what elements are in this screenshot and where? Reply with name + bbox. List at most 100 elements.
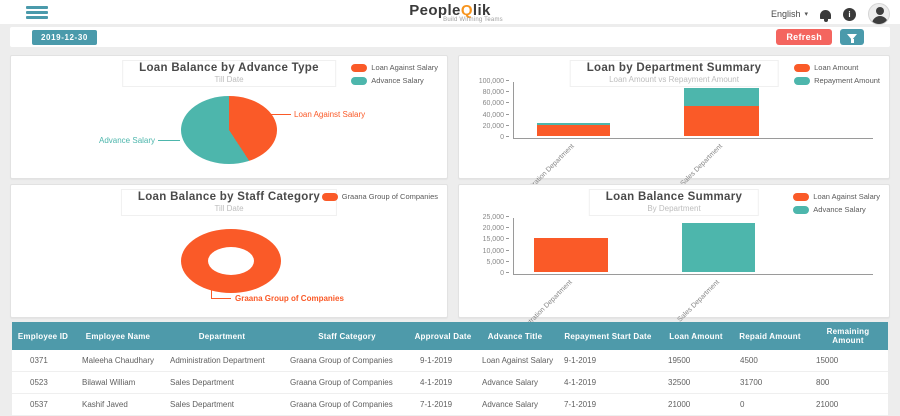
column-header: Approval Date [412,322,474,350]
table-cell: 9-1-2019 [556,350,660,372]
chevron-down-icon: ▾ [804,11,808,18]
column-header: Loan Amount [660,322,732,350]
x-axis-category-label: Sales Department [679,143,724,188]
chart-title: Loan Balance by Staff Category [137,191,321,203]
x-axis-category-label: Sales Department [676,279,721,324]
legend-item[interactable]: Advance Salary [351,76,438,85]
y-axis-tick-label: 100,000 [479,78,509,86]
table-row[interactable]: 0371 Maleeha Chaudhary Administration Depa… [12,350,888,372]
table-cell: 7-1-2019 [412,393,474,416]
chart-legend: Graana Group of Companies [321,192,438,205]
table-row[interactable]: 0537 Kashif Javed Sales Department Graana G… [12,393,888,416]
notifications-bell-icon[interactable] [820,9,831,22]
table-cell: Sales Department [162,371,282,394]
bar-segment-loan-amount[interactable] [684,106,759,136]
legend-item[interactable]: Repayment Amount [794,76,880,85]
legend-swatch [794,76,811,85]
y-axis-labels: 25,000 20,000 15,000 10,000 5,000 0 [463,214,509,278]
y-axis-tick-label: 80,000 [483,89,509,97]
y-axis-line [513,218,514,274]
chart-panel-loan-by-department-summary: Loan by Department Summary Loan Amount v… [458,55,890,207]
bar-sales-department[interactable] [682,223,755,272]
legend-item[interactable]: Advance Salary [793,205,880,214]
table-cell: 15000 [808,350,888,372]
legend-label: Repayment Amount [814,76,880,85]
y-axis-tick-label: 0 [500,270,509,278]
user-avatar[interactable] [868,3,890,25]
table-cell: 0371 [12,350,74,372]
logo-text: People [409,2,461,19]
chart-title: Loan Balance Summary [605,191,743,203]
pie-chart[interactable] [181,96,277,164]
bar-segment-repayment-amount[interactable] [684,88,759,107]
legend-swatch [793,205,810,214]
avatar-head [876,7,884,15]
language-selector[interactable]: English ▾ [771,9,808,19]
legend-item[interactable]: Loan Against Salary [793,192,880,201]
legend-label: Graana Group of Companies [341,192,438,201]
table-cell: 7-1-2019 [556,393,660,416]
callout-label: Graana Group of Companies [235,294,344,303]
donut-hole [208,247,254,275]
y-axis-labels: 100,000 80,000 60,000 40,000 20,000 0 [463,78,509,142]
chart-panel-loan-balance-summary: Loan Balance Summary By Department Loan … [458,184,890,343]
legend-item[interactable]: Loan Against Salary [351,63,438,72]
column-header: Remaining Amount [808,322,888,350]
chart-title: Loan Balance by Advance Type [139,62,319,74]
logo-tagline: Build Winning Teams [443,17,503,23]
table-row[interactable]: 0523 Bilawal William Sales Department Graan… [12,371,888,394]
legend-label: Loan Against Salary [813,192,880,201]
logo-accent-letter: Q [460,2,473,19]
legend-swatch [351,76,368,85]
legend-label: Loan Amount [814,63,859,72]
table-cell: 19500 [660,350,732,372]
table-cell: 32500 [660,371,732,394]
legend-item[interactable]: Loan Amount [794,63,880,72]
chart-title-box: Loan Balance by Staff Category Till Date [120,189,338,216]
refresh-button[interactable]: Refresh [776,29,832,45]
filter-toolbar: 2019-12-30 Refresh [10,27,890,47]
legend-swatch [793,192,810,201]
bar-segment-loan-amount[interactable] [537,125,610,136]
bar-sales-department[interactable] [684,88,759,136]
bar-segment-advance-salary[interactable] [682,223,755,272]
table-cell: 800 [808,371,888,394]
chart-title-box: Loan Balance by Advance Type Till Date [122,60,336,87]
table-cell: Graana Group of Companies [282,393,412,416]
callout-line [211,289,231,299]
chart-subtitle: Till Date [214,75,244,84]
column-header: Department [162,322,282,350]
column-header: Employee ID [12,322,74,350]
y-axis-tick-label: 20,000 [483,123,509,131]
column-header: Staff Category [282,322,412,350]
legend-item[interactable]: Graana Group of Companies [321,192,438,201]
bar-segment-loan-against-salary[interactable] [534,238,608,272]
table-cell: 31700 [732,371,808,394]
table-cell: 4-1-2019 [556,371,660,394]
bar-administration-department[interactable] [534,238,608,272]
menu-icon[interactable] [26,6,48,21]
chart-title-box: Loan by Department Summary Loan Amount v… [569,60,779,87]
table-cell: Advance Salary [474,393,556,416]
x-axis-line [513,274,873,275]
info-icon[interactable]: i [843,7,856,21]
legend-swatch [321,192,338,201]
pie-slice-callout: Advance Salary [99,136,181,145]
bar-administration-department[interactable] [537,122,610,136]
table-cell: Graana Group of Companies [282,350,412,372]
date-filter-badge[interactable]: 2019-12-30 [32,30,97,45]
callout-line [158,140,181,141]
bar-segment-repayment-amount[interactable] [537,122,610,126]
pie-slice-callout: Loan Against Salary [269,110,365,119]
logo-text: lik [472,2,491,19]
y-axis-tick-label: 25,000 [483,214,509,222]
column-header: Advance Title [474,322,556,350]
filter-button[interactable] [840,29,864,45]
y-axis-tick-label: 10,000 [483,248,509,256]
table-cell: Loan Against Salary [474,350,556,372]
legend-label: Loan Against Salary [371,63,438,72]
app-logo: PeopleQlik Build Winning Teams [0,2,900,23]
table-cell: Maleeha Chaudhary [74,350,162,372]
table-cell: Kashif Javed [74,393,162,416]
y-axis-line [513,82,514,138]
